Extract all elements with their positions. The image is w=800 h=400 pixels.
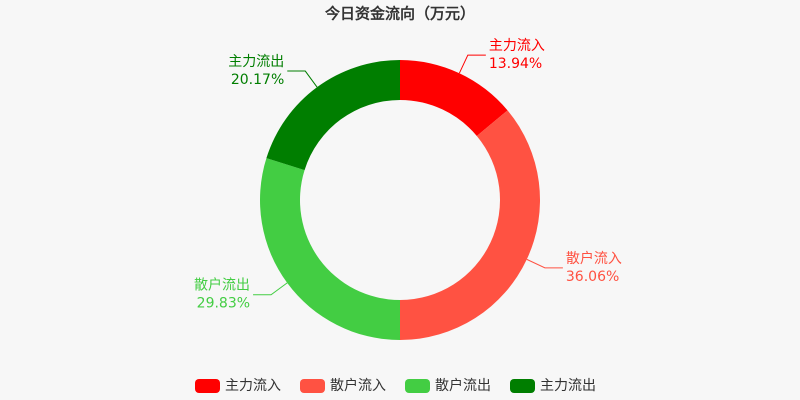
donut-slice [266, 60, 400, 171]
slice-name: 散户流入 [566, 250, 622, 267]
slice-value-label: 29.83% [197, 296, 250, 312]
slice-name: 主力流入 [489, 38, 545, 54]
slice-name: 散户流出 [194, 277, 250, 294]
legend-label[interactable]: 主力流入 [225, 378, 281, 394]
leader-line [526, 258, 563, 269]
leader-line [458, 54, 486, 74]
donut-slice [400, 60, 508, 136]
slice-name: 主力流出 [228, 54, 284, 70]
legend-label[interactable]: 散户流入 [330, 377, 386, 394]
legend-swatch[interactable] [510, 379, 535, 393]
legend-swatch[interactable] [405, 379, 430, 393]
donut-slice [260, 158, 400, 340]
legend-label[interactable]: 散户流出 [435, 377, 491, 394]
slice-value-label: 13.94% [489, 56, 542, 72]
legend-swatch[interactable] [300, 379, 325, 393]
leader-line [253, 282, 288, 296]
legend-label[interactable]: 主力流出 [540, 378, 596, 394]
slice-value-label: 36.06% [566, 269, 619, 285]
donut-slice [400, 110, 540, 340]
leader-line [287, 70, 318, 88]
legend-swatch[interactable] [195, 379, 220, 393]
slice-value-label: 20.17% [231, 72, 284, 88]
chart-title: 今日资金流向（万元） [324, 5, 475, 23]
